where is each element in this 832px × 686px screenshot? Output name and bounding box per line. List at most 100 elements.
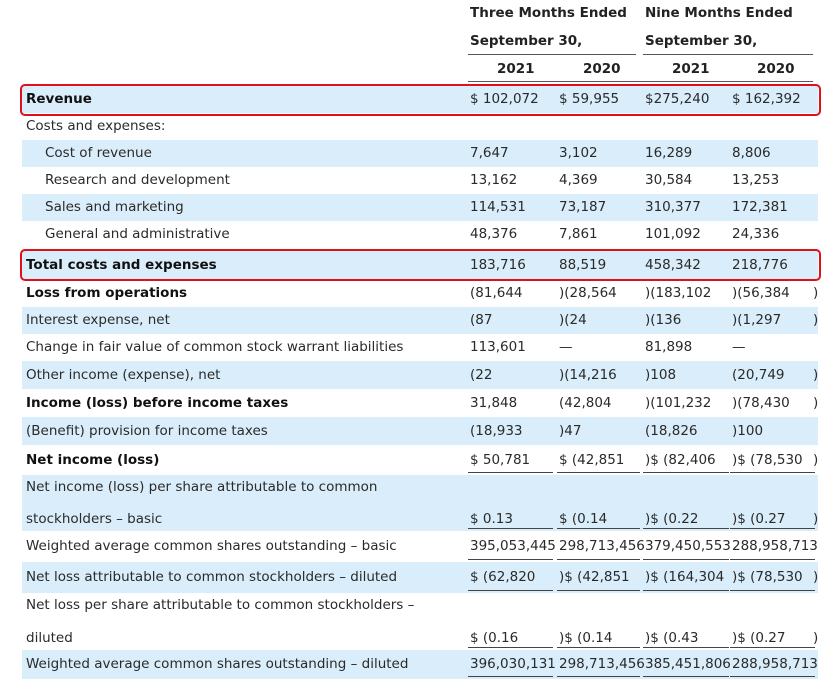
cell-underline: [557, 472, 640, 473]
row-value-col-4: )$ (78,530: [732, 569, 803, 585]
cell-underline: [468, 676, 553, 677]
row-trailing-paren: ): [813, 511, 819, 527]
row-value-col-2: 298,713,456: [559, 538, 645, 554]
cell-underline: [643, 676, 729, 677]
row-value-col-3: 30,584: [645, 172, 693, 188]
cell-underline: [643, 528, 729, 529]
cell-underline: [730, 528, 815, 529]
row-value-col-1: (22: [470, 367, 493, 383]
table-row-net-income-loss: Net income (loss) $ 50,781 $ (42,851)$ (82…: [22, 445, 818, 475]
row-trailing-paren: ): [813, 452, 819, 468]
table-row-income-loss-before-taxes: Income (loss) before income taxes 31,848 (…: [22, 389, 818, 417]
row-value-col-4: —: [732, 339, 746, 355]
row-value-col-4: 13,253: [732, 172, 780, 188]
row-value-col-1: (81,644: [470, 285, 523, 301]
row-value-col-3: $275,240: [645, 91, 710, 107]
row-value-col-2: $ 59,955: [559, 91, 620, 107]
cell-underline: [468, 647, 553, 648]
cell-underline: [643, 472, 729, 473]
table-row-weighted-avg-shares-basic: Weighted average common shares outstandi…: [22, 531, 818, 562]
table-row-benefit-provision-income-taxes: (Benefit) provision for income taxes (18,…: [22, 417, 818, 445]
row-value-col-4: )$ (0.27: [732, 630, 786, 646]
cell-underline: [643, 647, 729, 648]
row-value-col-1: 48,376: [470, 226, 518, 242]
cell-underline: [468, 528, 553, 529]
row-trailing-paren: ): [813, 285, 819, 301]
row-label: General and administrative: [45, 226, 230, 242]
row-value-col-2: )47: [559, 423, 582, 439]
row-label: Change in fair value of common stock war…: [26, 339, 404, 355]
row-value-col-3: (18,826: [645, 423, 698, 439]
row-label: Interest expense, net: [26, 312, 170, 328]
table-row-interest-expense-net: Interest expense, net (87)(24)(136)(1,297…: [22, 307, 818, 334]
row-trailing-paren: ): [813, 630, 819, 646]
row-value-col-3: 101,092: [645, 226, 701, 242]
header-year-4: 2020: [757, 61, 795, 77]
row-value-col-1: 395,053,445: [470, 538, 556, 554]
row-value-col-4: )$ (0.27: [732, 511, 786, 527]
cell-underline: [557, 676, 640, 677]
cell-underline: [468, 590, 553, 591]
row-value-col-4: )(56,384: [732, 285, 790, 301]
highlight-box-total-costs: [20, 249, 821, 281]
cell-underline: [643, 590, 729, 591]
row-label: Weighted average common shares outstandi…: [26, 538, 397, 554]
row-value-col-2: (42,804: [559, 395, 612, 411]
row-value-col-1: $ 102,072: [470, 91, 539, 107]
row-label: Costs and expenses:: [26, 118, 166, 134]
row-value-col-1: (87: [470, 312, 493, 328]
row-label: Income (loss) before income taxes: [26, 395, 289, 411]
row-label: Total costs and expenses: [26, 257, 217, 273]
row-value-col-2: )$ (0.14: [559, 630, 613, 646]
row-value-col-3: )$ (164,304: [645, 569, 725, 585]
row-value-col-3: 310,377: [645, 199, 701, 215]
row-value-col-3: )$ (82,406: [645, 452, 716, 468]
row-label-continued: stockholders – basic: [26, 511, 163, 527]
row-value-col-1: 7,647: [470, 145, 509, 161]
header-group2-line2: September 30,: [645, 33, 758, 49]
row-label: Net income (loss): [26, 452, 160, 468]
row-value-col-4: )(78,430: [732, 395, 790, 411]
row-value-col-4: 8,806: [732, 145, 771, 161]
header-group1-line1: Three Months Ended: [470, 5, 627, 21]
table-row-total-costs-and-expenses: Total costs and expenses 183,716 88,519 458…: [22, 251, 818, 279]
table-row-other-income-expense-net: Other income (expense), net (22)(14,216)1…: [22, 361, 818, 389]
row-value-col-3: 458,342: [645, 257, 701, 273]
row-label: Net loss per share attributable to commo…: [26, 597, 415, 613]
row-value-col-2: )$ (42,851: [559, 569, 630, 585]
row-value-col-3: )$ (0.22: [645, 511, 699, 527]
row-value-col-2: —: [559, 339, 573, 355]
row-value-col-2: 73,187: [559, 199, 607, 215]
table-row-research-and-development: Research and development 13,162 4,369 30,58…: [22, 167, 818, 194]
header-group2-rule: [643, 54, 813, 55]
row-value-col-4: 288,958,713: [732, 538, 818, 554]
header-group2-line1: Nine Months Ended: [645, 5, 793, 21]
highlight-box-revenue: [20, 84, 821, 116]
table-row-net-loss-attributable-diluted: Net loss attributable to common stockhol…: [22, 562, 818, 593]
cell-underline: [730, 559, 815, 560]
row-label: Research and development: [45, 172, 230, 188]
row-trailing-paren: ): [813, 312, 819, 328]
row-trailing-paren: ): [813, 395, 819, 411]
row-value-col-1: $ 50,781: [470, 452, 531, 468]
row-value-col-2: )(28,564: [559, 285, 617, 301]
cell-underline: [557, 528, 640, 529]
row-value-col-1: 13,162: [470, 172, 518, 188]
table-row-weighted-avg-shares-diluted: Weighted average common shares outstandi…: [22, 650, 818, 679]
row-label: Net income (loss) per share attributable…: [26, 479, 378, 495]
row-label: Cost of revenue: [45, 145, 152, 161]
cell-underline: [557, 559, 640, 560]
row-value-col-2: 7,861: [559, 226, 598, 242]
row-label: Other income (expense), net: [26, 367, 221, 383]
row-value-col-3: )108: [645, 367, 677, 383]
table-row-change-in-fair-value-warrant-liabilities: Change in fair value of common stock war…: [22, 334, 818, 361]
cell-underline: [730, 590, 815, 591]
header-year-3: 2021: [672, 61, 710, 77]
row-value-col-3: )(183,102: [645, 285, 712, 301]
row-value-col-4: )$ (78,530: [732, 452, 803, 468]
row-label: Weighted average common shares outstandi…: [26, 656, 409, 672]
row-value-col-4: )100: [732, 423, 764, 439]
header-group1-line2: September 30,: [470, 33, 583, 49]
cell-underline: [557, 590, 640, 591]
cell-underline: [468, 559, 553, 560]
